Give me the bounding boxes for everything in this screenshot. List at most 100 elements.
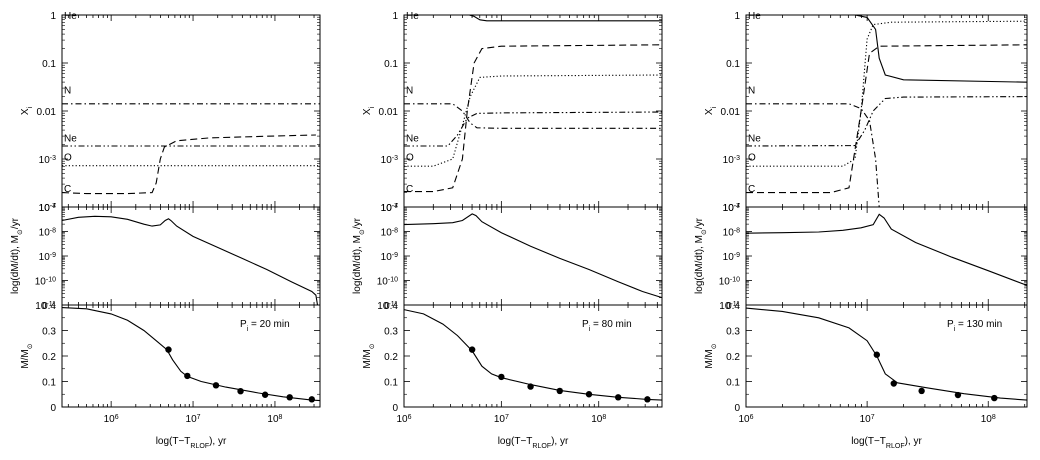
panel-2-abund-frame	[403, 14, 663, 208]
abundance-axis-label: Xi	[20, 106, 34, 115]
panel-3-mass-marker	[954, 391, 962, 399]
y-tick-label: 0.1	[726, 378, 740, 389]
y-tick-label: 10-9	[39, 252, 56, 264]
panel-2-series-n	[404, 103, 662, 129]
y-tick-label: 0.2	[42, 352, 56, 363]
abundance-axis-label: Xi	[704, 106, 718, 115]
y-tick-label: 10-9	[723, 252, 740, 264]
panel-1-mass-marker	[165, 346, 172, 353]
x-tick-label: 108	[591, 414, 606, 426]
y-tick-label: 10-7	[723, 203, 740, 215]
element-label-he: He	[748, 11, 761, 22]
y-tick-label: 10-10	[719, 276, 740, 288]
panel-2-series-ne	[404, 111, 663, 147]
panel-2-mdot-frame	[403, 206, 663, 306]
y-tick-label: 10-11	[377, 301, 398, 313]
panel-3-series-c	[746, 44, 1028, 194]
panel-3-mass-curve	[745, 307, 1028, 401]
panel-2-mass-curve	[403, 309, 663, 401]
y-tick-label: 10-8	[381, 227, 398, 239]
y-tick-label: 10-4	[723, 203, 740, 215]
y-tick-label: 10-4	[381, 203, 398, 215]
panel-3-mass-marker	[918, 387, 925, 395]
y-tick-label: 10-8	[39, 227, 56, 239]
panel-2-mass-marker	[644, 396, 651, 403]
y-tick-label: 10-9	[381, 252, 398, 264]
panel-3-series-ne	[745, 96, 1028, 147]
panel-2-series-c	[404, 44, 663, 193]
panel-1-mass-marker	[261, 391, 269, 398]
panel-1-mass-marker	[212, 382, 220, 389]
panel-1-abund-frame	[61, 14, 321, 208]
y-tick-label: 10-3	[381, 155, 398, 167]
panel-1-x-axis-label: log(T−TRLOF), yr	[156, 436, 227, 450]
element-label-o: O	[406, 153, 414, 164]
mass-axis-label: M/M⊙	[704, 343, 718, 368]
panel-2-period-label: Pi = 80 min	[582, 319, 632, 333]
element-label-n: N	[748, 85, 755, 96]
y-tick-label: 0.01	[379, 107, 399, 118]
y-tick-label: 10-11	[35, 301, 56, 313]
mdot-axis-label: log(dM/dt), M⊙/yr	[694, 217, 708, 294]
y-tick-label: 0.3	[726, 327, 740, 338]
y-tick-label: 0.4	[726, 301, 740, 312]
y-tick-label: 0.1	[42, 378, 56, 389]
y-tick-label: 10-10	[35, 276, 56, 288]
panel-2-mass-marker	[468, 346, 476, 353]
y-tick-label: 0.1	[384, 378, 398, 389]
element-label-ne: Ne	[64, 133, 77, 144]
y-tick-label: 0.1	[42, 59, 56, 70]
y-tick-label: 10-10	[377, 276, 398, 288]
element-label-ne: Ne	[748, 133, 761, 144]
mdot-axis-label: log(dM/dt), M⊙/yr	[10, 217, 24, 294]
panel-1-series-c	[61, 134, 316, 195]
y-tick-label: 0.2	[726, 352, 740, 363]
y-tick-label: 10-7	[381, 203, 398, 215]
y-tick-label: 10-7	[39, 203, 56, 215]
y-tick-label: 0.01	[37, 107, 57, 118]
element-label-ne: Ne	[406, 133, 419, 144]
panel-2-mass-marker	[556, 387, 563, 395]
y-tick-label: 1	[50, 11, 56, 22]
panel-2-x-axis-label: log(T−TRLOF), yr	[498, 436, 569, 450]
panel-1-mdot-curve	[61, 215, 319, 306]
element-label-c: C	[748, 184, 755, 195]
y-tick-label: 0.4	[384, 301, 398, 312]
x-tick-label: 107	[186, 414, 201, 426]
panel-2-mdot-curve	[403, 213, 663, 299]
panel-1-period-label: Pi = 20 min	[240, 319, 290, 333]
y-tick-label: 0.01	[721, 107, 741, 118]
element-label-he: He	[64, 11, 77, 22]
y-tick-label: 10-3	[723, 155, 740, 167]
panel-2-mass-marker	[614, 394, 622, 401]
panel-1-mass-marker	[184, 372, 191, 380]
x-tick-label: 106	[104, 414, 119, 426]
panel-2-mass-marker	[498, 373, 505, 381]
y-tick-label: 0.2	[384, 352, 398, 363]
panel-3-mdot-curve	[745, 213, 1028, 286]
panel-3-series-he	[854, 14, 1028, 83]
y-tick-label: 0.3	[42, 327, 56, 338]
element-label-he: He	[406, 11, 419, 22]
y-tick-label: 10-4	[39, 203, 56, 215]
y-tick-label: 10-8	[723, 227, 740, 239]
y-tick-label: 0.1	[726, 59, 740, 70]
x-tick-label: 106	[396, 414, 411, 426]
panel-3-series-n	[746, 103, 880, 208]
element-label-c: C	[64, 184, 71, 195]
y-tick-label: 10-11	[719, 301, 740, 313]
panel-1-mass-marker	[286, 394, 293, 401]
element-label-o: O	[64, 153, 72, 164]
y-tick-label: 0.1	[384, 59, 398, 70]
y-tick-label: 0	[734, 403, 740, 414]
panel-2-mass-marker	[527, 383, 534, 390]
panel-2-series-o	[404, 74, 663, 167]
mass-axis-label: M/M⊙	[362, 343, 376, 368]
element-label-o: O	[748, 153, 756, 164]
y-tick-label: 0	[50, 403, 56, 414]
panel-2-mass-marker	[585, 391, 593, 398]
mass-axis-label: M/M⊙	[20, 343, 34, 368]
y-tick-label: 1	[734, 11, 740, 22]
panel-3-period-label: Pi = 130 min	[947, 319, 1002, 333]
